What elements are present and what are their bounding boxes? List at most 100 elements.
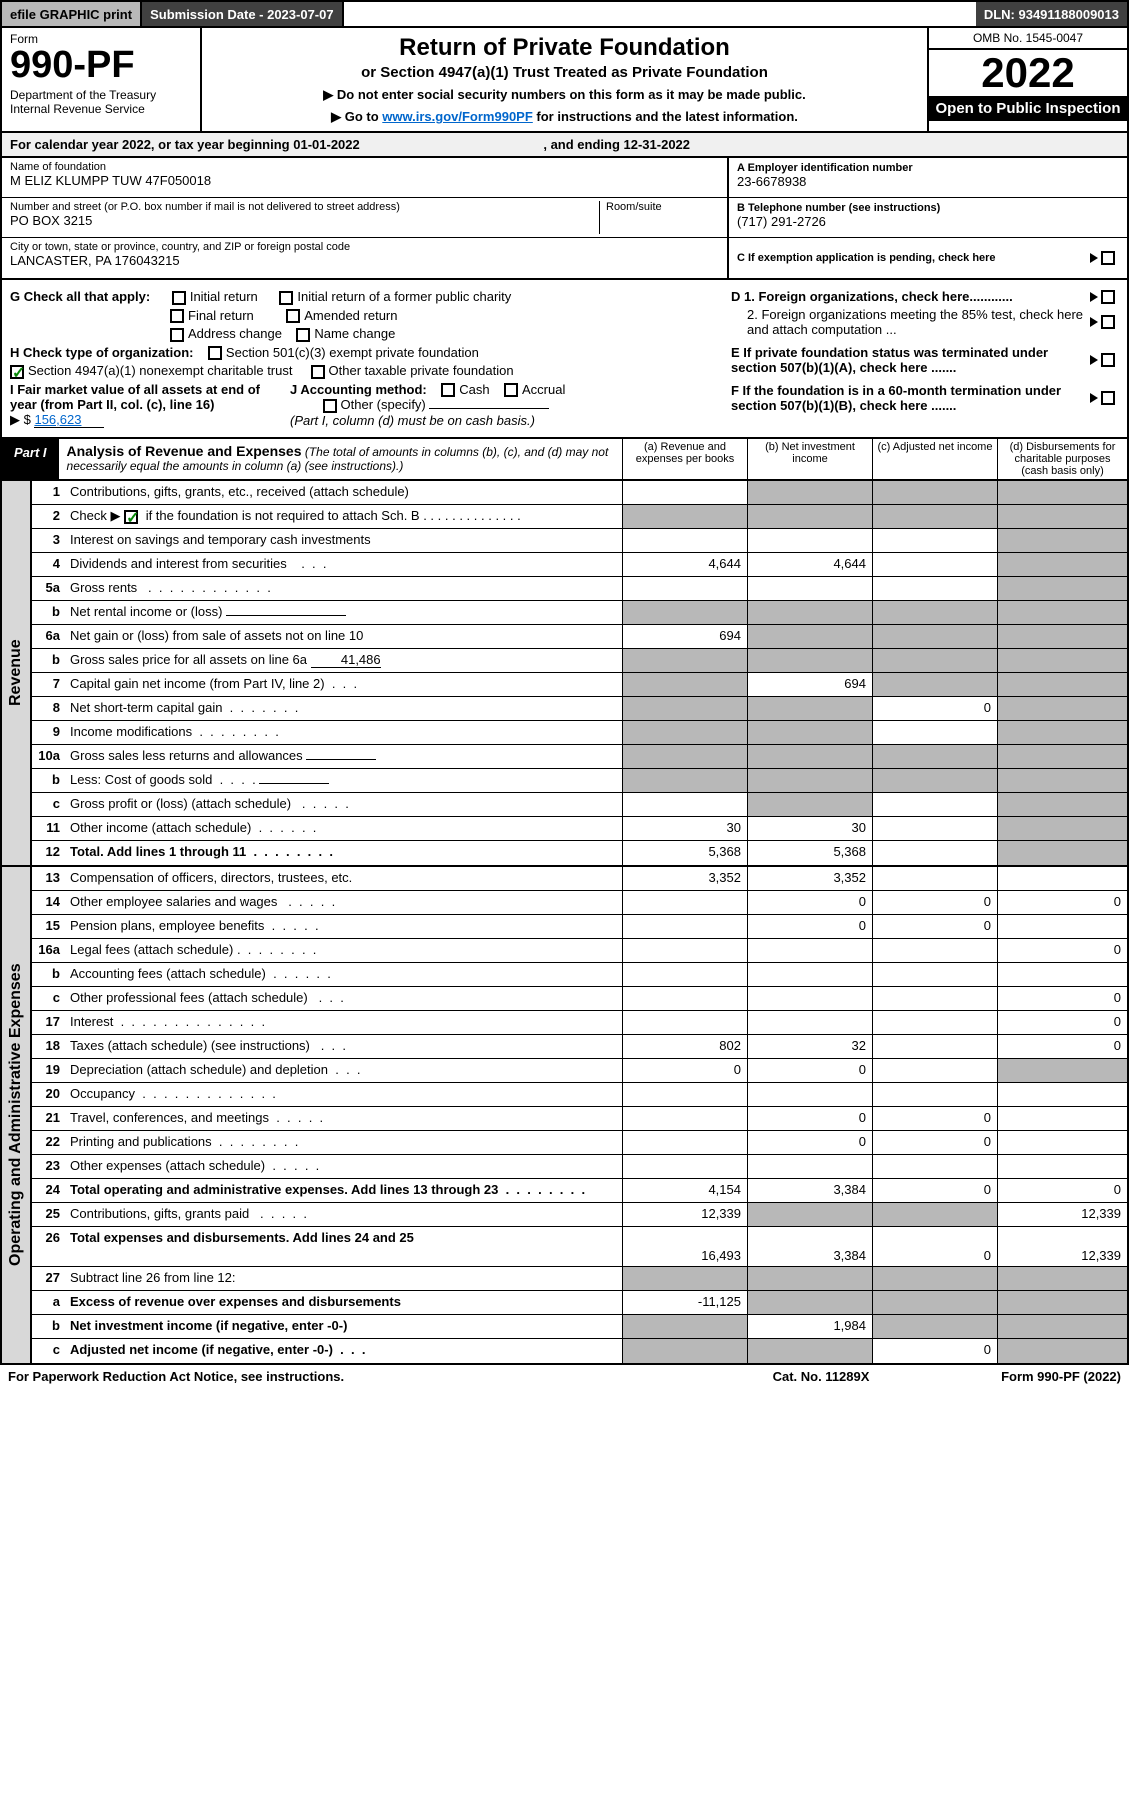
header-left: Form 990-PF Department of the Treasury I… [2, 28, 202, 131]
expenses-side-label: Operating and Administrative Expenses [2, 867, 32, 1363]
part1-tag: Part I [2, 439, 59, 479]
f-row: F If the foundation is in a 60-month ter… [731, 383, 1119, 413]
accrual-checkbox[interactable] [504, 383, 518, 397]
arrow-icon [1090, 317, 1098, 327]
row-7: 7Capital gain net income (from Part IV, … [32, 673, 1127, 697]
city-value: LANCASTER, PA 176043215 [10, 253, 719, 268]
cash-checkbox[interactable] [441, 383, 455, 397]
row-11: 11Other income (attach schedule) . . . .… [32, 817, 1127, 841]
row-22: 22Printing and publications . . . . . . … [32, 1131, 1127, 1155]
cal-end: 12-31-2022 [624, 137, 691, 152]
top-bar: efile GRAPHIC print Submission Date - 20… [0, 0, 1129, 28]
row-19: 19Depreciation (attach schedule) and dep… [32, 1059, 1127, 1083]
page-footer: For Paperwork Reduction Act Notice, see … [0, 1365, 1129, 1388]
arrow-icon [1090, 393, 1098, 403]
instructions-link[interactable]: www.irs.gov/Form990PF [382, 109, 533, 124]
foreign-org-checkbox[interactable] [1101, 290, 1115, 304]
row-16b: bAccounting fees (attach schedule) . . .… [32, 963, 1127, 987]
row-8: 8Net short-term capital gain . . . . . .… [32, 697, 1127, 721]
revenue-table: Revenue 1Contributions, gifts, grants, e… [0, 481, 1129, 867]
d1-row: D 1. Foreign organizations, check here..… [731, 289, 1119, 304]
cal-prefix: For calendar year 2022, or tax year begi… [10, 137, 293, 152]
arrow-icon [1090, 292, 1098, 302]
initial-return-checkbox[interactable] [172, 291, 186, 305]
ij-row: I Fair market value of all assets at end… [10, 382, 719, 428]
60month-checkbox[interactable] [1101, 391, 1115, 405]
address-change-checkbox[interactable] [170, 328, 184, 342]
exemption-checkbox[interactable] [1101, 251, 1115, 265]
info-left: Name of foundation M ELIZ KLUMPP TUW 47F… [2, 158, 727, 278]
h-row: H Check type of organization: Section 50… [10, 345, 719, 361]
h-row2: Section 4947(a)(1) nonexempt charitable … [10, 363, 719, 379]
goto-suffix: for instructions and the latest informat… [533, 109, 798, 124]
part1-title: Analysis of Revenue and Expenses [67, 443, 302, 459]
entity-info-block: Name of foundation M ELIZ KLUMPP TUW 47F… [0, 158, 1129, 280]
f-label: F If the foundation is in a 60-month ter… [731, 383, 1061, 413]
cal-begin: 01-01-2022 [293, 137, 360, 152]
info-right: A Employer identification number 23-6678… [727, 158, 1127, 278]
submission-date: Submission Date - 2023-07-07 [142, 2, 344, 26]
row-4: 4Dividends and interest from securities … [32, 553, 1127, 577]
form-title: Return of Private Foundation [212, 34, 917, 62]
name-change-checkbox[interactable] [296, 328, 310, 342]
d2-label: 2. Foreign organizations meeting the 85%… [747, 307, 1087, 337]
other-specify-line [429, 408, 549, 409]
501c3-checkbox[interactable] [208, 346, 222, 360]
part1-header: Part I Analysis of Revenue and Expenses … [0, 439, 1129, 481]
department-label: Department of the Treasury Internal Reve… [10, 88, 192, 116]
tax-year: 2022 [929, 50, 1127, 96]
row-21: 21Travel, conferences, and meetings . . … [32, 1107, 1127, 1131]
h3-label: Other taxable private foundation [329, 363, 514, 378]
other-taxable-checkbox[interactable] [311, 365, 325, 379]
other-method-checkbox[interactable] [323, 399, 337, 413]
name-label: Name of foundation [10, 161, 719, 173]
city-label: City or town, state or province, country… [10, 241, 719, 253]
phone-row: B Telephone number (see instructions) (7… [729, 198, 1127, 238]
col-d-header: (d) Disbursements for charitable purpose… [997, 439, 1127, 479]
4947a1-checkbox[interactable] [10, 365, 24, 379]
revenue-body: 1Contributions, gifts, grants, etc., rec… [32, 481, 1127, 865]
col-b-header: (b) Net investment income [747, 439, 872, 479]
row-25: 25Contributions, gifts, grants paid . . … [32, 1203, 1127, 1227]
footer-form: Form 990-PF (2022) [921, 1369, 1121, 1384]
check-left: G Check all that apply: Initial return I… [10, 286, 719, 431]
row-27b: bNet investment income (if negative, ent… [32, 1315, 1127, 1339]
row-27a: aExcess of revenue over expenses and dis… [32, 1291, 1127, 1315]
form-subtitle: or Section 4947(a)(1) Trust Treated as P… [212, 64, 917, 81]
exemption-row: C If exemption application is pending, c… [729, 238, 1127, 278]
terminated-checkbox[interactable] [1101, 353, 1115, 367]
address-label: Number and street (or P.O. box number if… [10, 201, 599, 213]
col-c-header: (c) Adjusted net income [872, 439, 997, 479]
final-return-checkbox[interactable] [170, 309, 184, 323]
j2-label: Accrual [522, 382, 565, 397]
row-17: 17Interest . . . . . . . . . . . . . .0 [32, 1011, 1127, 1035]
initial-former-checkbox[interactable] [279, 291, 293, 305]
foundation-name-row: Name of foundation M ELIZ KLUMPP TUW 47F… [2, 158, 727, 198]
amended-return-checkbox[interactable] [286, 309, 300, 323]
row-2: 2Check ▶ if the foundation is not requir… [32, 505, 1127, 529]
row-6b: bGross sales price for all assets on lin… [32, 649, 1127, 673]
row-5b: bNet rental income or (loss) [32, 601, 1127, 625]
omb-number: OMB No. 1545-0047 [929, 28, 1127, 50]
row-18: 18Taxes (attach schedule) (see instructi… [32, 1035, 1127, 1059]
row-27: 27Subtract line 26 from line 12: [32, 1267, 1127, 1291]
row-1: 1Contributions, gifts, grants, etc., rec… [32, 481, 1127, 505]
cal-mid: , and ending [540, 137, 624, 152]
fmv-link[interactable]: 156,623 [34, 412, 104, 428]
85pct-checkbox[interactable] [1101, 315, 1115, 329]
sch-b-checkbox[interactable] [124, 510, 138, 524]
footer-left: For Paperwork Reduction Act Notice, see … [8, 1369, 721, 1384]
row-12: 12Total. Add lines 1 through 11 . . . . … [32, 841, 1127, 865]
check-right: D 1. Foreign organizations, check here..… [719, 286, 1119, 431]
g5-label: Address change [188, 326, 282, 341]
topbar-spacer [344, 2, 976, 26]
g4-label: Amended return [304, 308, 397, 323]
row-14: 14Other employee salaries and wages . . … [32, 891, 1127, 915]
form-number: 990-PF [10, 46, 192, 84]
g1-label: Initial return [190, 289, 258, 304]
j-label: J Accounting method: [290, 382, 427, 397]
row-10b: bLess: Cost of goods sold . . . . [32, 769, 1127, 793]
efile-print-button[interactable]: efile GRAPHIC print [2, 2, 142, 26]
ein-row: A Employer identification number 23-6678… [729, 158, 1127, 198]
j-note: (Part I, column (d) must be on cash basi… [290, 413, 535, 428]
